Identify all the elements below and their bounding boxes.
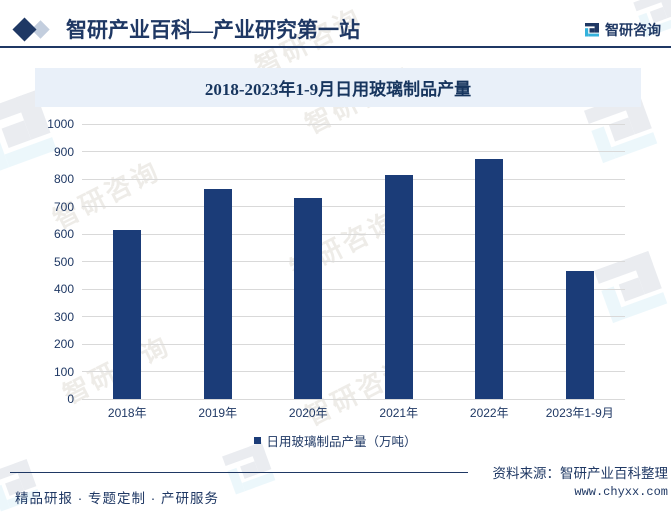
gridline <box>82 206 625 207</box>
brand-logo-icon <box>584 22 600 38</box>
gridline <box>82 316 625 317</box>
services-text: 精品研报 · 专题定制 · 产研服务 <box>15 491 219 506</box>
chart-title: 2018-2023年1-9月日用玻璃制品产量 <box>204 80 472 99</box>
y-axis-tick-label: 0 <box>67 392 74 406</box>
legend-swatch <box>254 437 262 444</box>
source-block: 资料来源：智研产业百科整理 www.chyxx.com <box>493 462 669 499</box>
source-text: 资料来源：智研产业百科整理 <box>492 466 669 481</box>
bar-2021年 <box>384 174 413 399</box>
y-axis-tick-label: 600 <box>53 227 74 241</box>
site-title: 智研产业百科—产业研究第一站 <box>66 18 360 42</box>
gridline <box>82 261 625 262</box>
plot-area <box>82 123 625 400</box>
chart-title-bar: 2018-2023年1-9月日用玻璃制品产量 <box>35 68 641 107</box>
y-axis-tick-label: 500 <box>53 254 74 269</box>
bar-2020年 <box>294 197 323 399</box>
bar-2023年1-9月 <box>565 270 594 399</box>
gridline <box>82 398 625 400</box>
bar-2019年 <box>203 189 232 399</box>
brand-name: 智研咨询 <box>605 22 661 38</box>
bar-2018年 <box>113 229 142 399</box>
x-axis: 2018年 2019年 2020年 2021年 2022年 2023年1-9月 <box>82 404 625 420</box>
header-left: 智研产业百科—产业研究第一站 <box>12 14 360 44</box>
x-axis-label: 2020年 <box>288 406 328 420</box>
y-axis: 0 100 200 300 400 500 600 700 800 900 1000 <box>0 117 74 406</box>
gridline <box>82 288 625 290</box>
brand-logo: 智研咨询 <box>584 20 661 40</box>
y-axis-tick-label: 700 <box>53 199 74 214</box>
gridline <box>82 233 625 235</box>
footer-divider <box>10 472 468 473</box>
legend: 日用玻璃制品产量（万吨） <box>0 431 671 450</box>
gridline <box>82 371 625 372</box>
y-axis-tick-label: 300 <box>53 309 74 324</box>
gridline <box>82 151 625 152</box>
diamond-dark-icon <box>12 17 37 42</box>
legend-label: 日用玻璃制品产量（万吨） <box>266 435 417 449</box>
website-text: www.chyxx.com <box>574 485 668 499</box>
x-axis-label: 2022年 <box>469 406 509 420</box>
bar-2022年 <box>475 158 504 399</box>
y-axis-tick-label: 400 <box>53 282 74 296</box>
y-axis-tick-label: 900 <box>53 144 74 159</box>
header: 智研产业百科—产业研究第一站 智研咨询 <box>0 0 671 48</box>
gridline <box>82 123 625 125</box>
gridline <box>82 178 625 180</box>
x-axis-label: 2023年1-9月 <box>545 406 614 420</box>
y-axis-tick-label: 1000 <box>47 117 74 131</box>
y-axis-tick-label: 100 <box>53 364 74 379</box>
x-axis-label: 2018年 <box>107 406 147 420</box>
gridline <box>82 343 625 345</box>
y-axis-tick-label: 200 <box>53 337 74 351</box>
diamond-icon <box>12 17 56 42</box>
y-axis-tick-label: 800 <box>53 172 74 186</box>
x-axis-label: 2021年 <box>379 406 419 420</box>
x-axis-label: 2019年 <box>198 406 238 420</box>
